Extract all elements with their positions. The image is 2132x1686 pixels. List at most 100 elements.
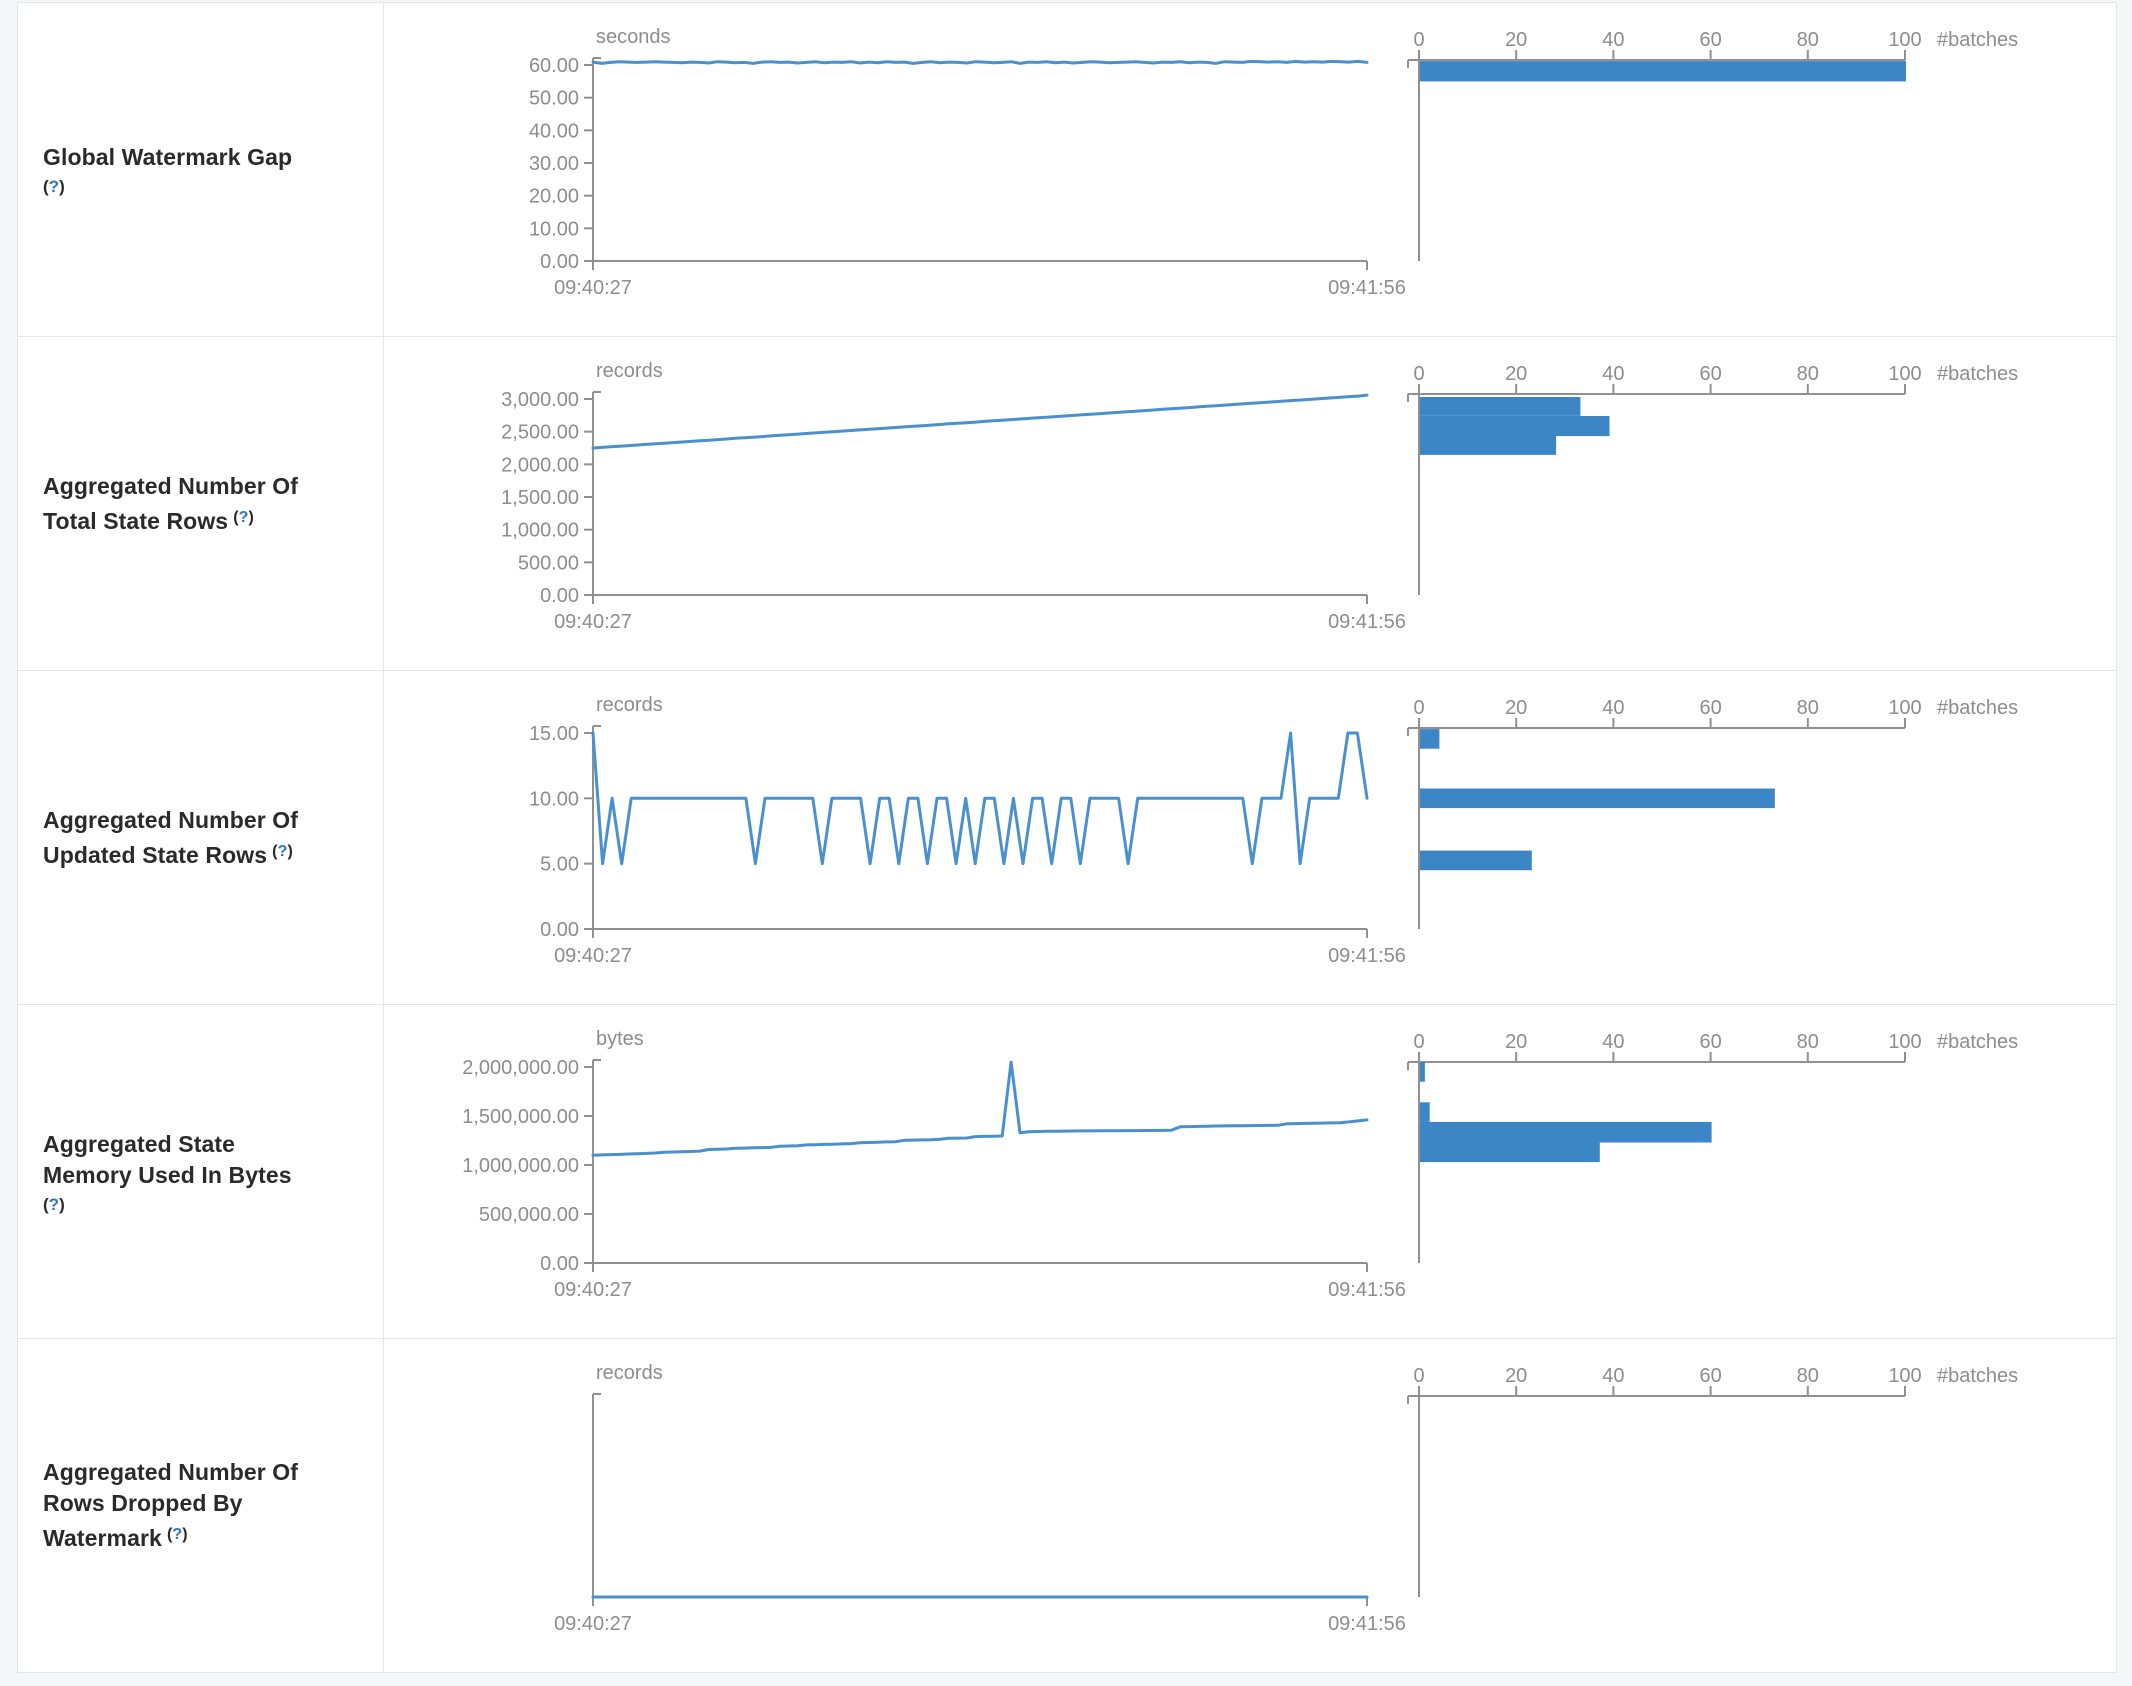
histogram-x-tick-label: 100	[1888, 1365, 1921, 1387]
timeline-y-tick-label: 0.00	[540, 585, 579, 607]
timeline-y-tick-label: 1,500.00	[501, 487, 579, 509]
histogram-unit-label: #batches	[1937, 1365, 2018, 1387]
histogram-x-tick-label: 40	[1602, 29, 1624, 51]
histogram-x-tick-label: 100	[1888, 29, 1921, 51]
histogram-x-tick-label: 0	[1413, 697, 1424, 719]
timeline-chart: records 3,000.00 2,500.00 2,000.00 1,500.00 1…	[501, 360, 1406, 633]
histogram-x-tick-label: 0	[1413, 1365, 1424, 1387]
timeline-y-tick-label: 20.00	[529, 186, 579, 208]
timeline-chart: records 09:40:27 09:41:56	[554, 1362, 1406, 1635]
timeline-y-tick-label: 10.00	[529, 218, 579, 240]
histogram-x-tick-label: 60	[1699, 697, 1721, 719]
metric-label-cell: Global Watermark Gap (?)	[18, 3, 384, 336]
metric-charts-cell: records 09:40:27 09:41:56 0 20 40 60 80 100 #batc…	[384, 1339, 2116, 1672]
histogram-x-tick-label: 40	[1602, 363, 1624, 385]
timeline-y-tick-label: 3,000.00	[501, 389, 579, 411]
metric-label: Aggregated Number Of	[43, 1459, 299, 1485]
timeline-y-tick-label: 50.00	[529, 88, 579, 110]
histogram-x-tick-label: 0	[1413, 1031, 1424, 1053]
metric-row: Aggregated State Memory Used In Bytes (?) b…	[18, 1005, 2116, 1339]
metric-label: Memory Used In Bytes	[43, 1161, 292, 1188]
histogram-x-tick-label: 40	[1602, 1031, 1624, 1053]
histogram-bar	[1420, 436, 1557, 455]
histogram-x-tick-label: 100	[1888, 697, 1921, 719]
histogram-x-tick-label: 20	[1505, 363, 1527, 385]
histogram-x-tick-label: 20	[1505, 697, 1527, 719]
timeline-unit-label: records	[596, 1362, 663, 1384]
timeline-unit-label: records	[596, 360, 663, 382]
metric-row: Aggregated Number Of Total State Rows (?) r…	[18, 337, 2116, 671]
metric-label: Aggregated Number Of	[43, 806, 299, 833]
timeline-series-line	[591, 731, 1369, 866]
histogram-x-tick-label: 60	[1699, 1031, 1721, 1053]
histogram-x-tick-label: 60	[1699, 29, 1721, 51]
metric-row: Aggregated Number Of Rows Dropped By Water…	[18, 1339, 2116, 1672]
streaming-metrics-table: Global Watermark Gap (?) seconds 60.00 50.00…	[17, 2, 2117, 1673]
help-question-icon[interactable]: (?)	[43, 177, 65, 196]
histogram-x-tick-label: 20	[1505, 29, 1527, 51]
histogram-unit-label: #batches	[1937, 363, 2018, 385]
timeline-chart: bytes 2,000,000.00 1,500,000.00 1,000,000.0…	[462, 1028, 1406, 1301]
histogram-x-tick-label: 100	[1888, 363, 1921, 385]
histogram-unit-label: #batches	[1937, 697, 2018, 719]
timeline-y-tick-label: 10.00	[529, 788, 579, 810]
histogram-chart: 0 20 40 60 80 100 #batches	[1407, 29, 2018, 261]
histogram-x-tick-label: 60	[1699, 363, 1721, 385]
metric-label: Updated State Rows (?)	[43, 841, 293, 868]
metric-label: Global Watermark Gap	[43, 144, 293, 170]
histogram-bar	[1420, 416, 1610, 437]
metric-label: Aggregated State	[43, 1130, 236, 1157]
metric-label-cell: Aggregated Number Of Updated State Rows (?…	[18, 671, 384, 1004]
help-question-icon[interactable]: (?)	[43, 1194, 65, 1214]
timeline-unit-label: bytes	[596, 1028, 644, 1050]
timeline-x-end-label: 09:41:56	[1328, 1279, 1406, 1301]
help-question-icon[interactable]: (?)	[272, 842, 293, 860]
help-question-icon[interactable]: (?)	[233, 508, 254, 526]
timeline-y-tick-label: 40.00	[529, 120, 579, 142]
metric-label-cell: Aggregated Number Of Rows Dropped By Water…	[18, 1339, 384, 1672]
charts-svg: bytes 2,000,000.00 1,500,000.00 1,000,000.0…	[462, 1028, 2018, 1301]
histogram-chart: 0 20 40 60 80 100 #batches	[1407, 363, 2018, 595]
metric-label: Aggregated Number Of	[43, 472, 299, 499]
timeline-x-end-label: 09:41:56	[1328, 277, 1406, 299]
histogram-bar	[1420, 729, 1440, 749]
charts-svg: records 15.00 10.00 5.00 0.00 09:40:27 09:41:5…	[529, 694, 2018, 967]
timeline-y-tick-label: 2,000.00	[501, 454, 579, 476]
timeline-y-tick-label: 15.00	[529, 723, 579, 745]
histogram-x-tick-label: 0	[1413, 363, 1424, 385]
histogram-unit-label: #batches	[1937, 1031, 2018, 1053]
histogram-x-tick-label: 0	[1413, 29, 1424, 51]
timeline-unit-label: seconds	[596, 26, 671, 48]
histogram-unit-label: #batches	[1937, 29, 2018, 51]
metric-charts-cell: records 15.00 10.00 5.00 0.00 09:40:27 09:41:5…	[384, 671, 2116, 1004]
charts-svg: records 3,000.00 2,500.00 2,000.00 1,500.00 1…	[501, 360, 2018, 633]
timeline-y-tick-label: 1,000,000.00	[462, 1155, 579, 1177]
histogram-bar	[1420, 1142, 1600, 1163]
histogram-x-tick-label: 80	[1797, 29, 1819, 51]
timeline-y-tick-label: 0.00	[540, 1253, 579, 1275]
charts-svg: seconds 60.00 50.00 40.00 30.00 20.00 10.00 0.0…	[529, 26, 2018, 299]
timeline-y-tick-label: 1,000.00	[501, 520, 579, 542]
histogram-bar	[1420, 61, 1906, 82]
histogram-chart: 0 20 40 60 80 100 #batches	[1407, 697, 2018, 929]
histogram-x-tick-label: 40	[1602, 697, 1624, 719]
timeline-series-line	[591, 393, 1369, 450]
metric-label: Watermark (?)	[43, 1525, 188, 1551]
timeline-x-start-label: 09:40:27	[554, 277, 632, 299]
timeline-series-line	[591, 59, 1369, 65]
metric-charts-cell: records 3,000.00 2,500.00 2,000.00 1,500.00 1…	[384, 337, 2116, 670]
help-question-icon[interactable]: (?)	[166, 1526, 188, 1543]
timeline-x-end-label: 09:41:56	[1328, 945, 1406, 967]
timeline-x-end-label: 09:41:56	[1328, 1613, 1406, 1635]
histogram-bar	[1420, 1062, 1425, 1082]
metric-charts-cell: seconds 60.00 50.00 40.00 30.00 20.00 10.00 0.0…	[384, 3, 2116, 336]
timeline-y-tick-label: 0.00	[540, 919, 579, 941]
metric-label-cell: Aggregated Number Of Total State Rows (?)	[18, 337, 384, 670]
timeline-y-tick-label: 2,000,000.00	[462, 1057, 579, 1079]
timeline-y-tick-label: 500.00	[518, 552, 579, 574]
metric-charts-cell: bytes 2,000,000.00 1,500,000.00 1,000,000.0…	[384, 1005, 2116, 1338]
histogram-x-tick-label: 20	[1505, 1031, 1527, 1053]
histogram-x-tick-label: 80	[1797, 697, 1819, 719]
histogram-bar	[1420, 1102, 1430, 1122]
histogram-x-tick-label: 20	[1505, 1365, 1527, 1387]
